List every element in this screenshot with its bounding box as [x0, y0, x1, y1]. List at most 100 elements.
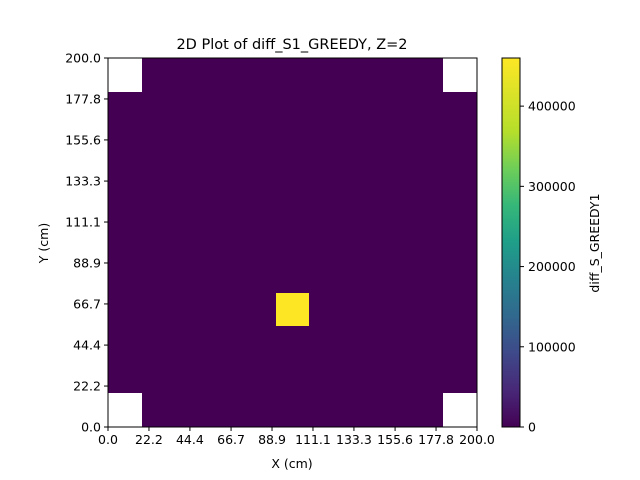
heatmap-cell — [209, 125, 242, 159]
x-tick-label: 88.9 — [258, 432, 286, 447]
heatmap-cell — [142, 226, 175, 259]
heatmap-cell — [175, 393, 209, 427]
heatmap-cell — [376, 259, 410, 293]
heatmap-cell — [142, 192, 175, 226]
heatmap-cell — [175, 125, 209, 159]
heatmap-cell — [209, 226, 242, 259]
x-axis-ticks: 0.0 22.2 44.4 66.7 88.9 111.1 133.3 155.6 177.8 2… — [98, 427, 495, 447]
heatmap-cell — [175, 259, 209, 293]
heatmap-cell — [175, 226, 209, 259]
y-tick-label: 200.0 — [65, 51, 101, 66]
heatmap-cell — [209, 159, 242, 192]
heatmap-cell — [309, 92, 343, 125]
y-tick-label: 88.9 — [73, 255, 101, 270]
heatmap-cell — [242, 360, 276, 393]
y-tick-label: 155.6 — [65, 132, 101, 147]
heatmap-cell — [410, 159, 443, 192]
x-tick-label: 44.4 — [176, 432, 204, 447]
heatmap-cell — [309, 326, 343, 360]
y-axis-ticks: 0.0 22.2 44.4 66.7 88.9 111.1 133.3 155.6 177.8 2… — [65, 51, 108, 435]
heatmap-cell — [309, 293, 343, 326]
heatmap-cell — [410, 192, 443, 226]
y-tick-label: 66.7 — [73, 296, 101, 311]
heatmap-cell — [343, 259, 376, 293]
heatmap-cells — [108, 58, 477, 427]
heatmap-cell — [276, 360, 309, 393]
heatmap-cell — [343, 92, 376, 125]
heatmap-cell — [242, 159, 276, 192]
heatmap-cell — [309, 159, 343, 192]
heatmap-cell — [376, 92, 410, 125]
heatmap-cell — [242, 226, 276, 259]
heatmap-cell — [410, 226, 443, 259]
heatmap-cell — [376, 192, 410, 226]
heatmap-cell — [343, 125, 376, 159]
heatmap-cell — [209, 92, 242, 125]
heatmap-cell — [142, 159, 175, 192]
heatmap-cell — [175, 326, 209, 360]
heatmap-cell — [276, 226, 309, 259]
heatmap-cell — [443, 125, 477, 159]
colorbar-ticks: 0 100000 200000 300000 400000 — [520, 99, 576, 435]
heatmap-cell — [276, 393, 309, 427]
heatmap-cell — [142, 58, 175, 92]
heatmap-cell — [309, 393, 343, 427]
heatmap-cell — [108, 92, 142, 125]
heatmap-cell — [108, 360, 142, 393]
heatmap-cell — [209, 326, 242, 360]
heatmap-cell — [175, 293, 209, 326]
heatmap-cell — [376, 58, 410, 92]
heatmap-cell — [343, 393, 376, 427]
heatmap-cell — [209, 360, 242, 393]
heatmap-cell — [108, 159, 142, 192]
heatmap-cell — [376, 393, 410, 427]
heatmap-cell — [175, 92, 209, 125]
heatmap-cell — [276, 125, 309, 159]
heatmap-cell — [410, 326, 443, 360]
y-tick-label: 133.3 — [65, 174, 101, 189]
heatmap-cell — [343, 58, 376, 92]
x-axis-label: X (cm) — [271, 456, 312, 471]
heatmap-cell — [443, 226, 477, 259]
heatmap-cell — [443, 159, 477, 192]
heatmap-cell — [309, 360, 343, 393]
heatmap-cell — [142, 125, 175, 159]
heatmap-cell — [209, 259, 242, 293]
heatmap-cell — [343, 159, 376, 192]
heatmap-cell — [209, 192, 242, 226]
x-tick-label: 200.0 — [459, 432, 495, 447]
colorbar-tick-label: 200000 — [528, 259, 576, 274]
heatmap-cell — [343, 360, 376, 393]
heatmap-cell — [276, 259, 309, 293]
colorbar — [501, 57, 521, 428]
heatmap-cell — [309, 226, 343, 259]
x-tick-label: 111.1 — [295, 432, 331, 447]
heatmap-cell — [175, 159, 209, 192]
heatmap-cell — [443, 92, 477, 125]
heatmap-cell — [108, 326, 142, 360]
chart-title: 2D Plot of diff_S1_GREEDY, Z=2 — [176, 37, 407, 53]
heatmap-cell — [410, 259, 443, 293]
x-tick-label: 0.0 — [98, 432, 118, 447]
y-tick-label: 111.1 — [65, 215, 101, 230]
heatmap-cell — [242, 125, 276, 159]
heatmap-cell — [175, 58, 209, 92]
x-tick-label: 155.6 — [377, 432, 413, 447]
heatmap-cell — [209, 393, 242, 427]
heatmap-cell — [242, 259, 276, 293]
y-tick-label: 0.0 — [81, 420, 101, 435]
heatmap-cell — [309, 58, 343, 92]
colorbar-label: diff_S_GREEDY1 — [587, 193, 602, 292]
heatmap-cell — [209, 293, 242, 326]
heatmap-cell — [175, 192, 209, 226]
heatmap-cell — [309, 259, 343, 293]
heatmap-cell — [142, 360, 175, 393]
heatmap-cell — [443, 326, 477, 360]
heatmap-cell — [108, 192, 142, 226]
heatmap-cell — [142, 259, 175, 293]
heatmap-cell — [443, 259, 477, 293]
heatmap-cell — [276, 326, 309, 360]
heatmap-cell — [410, 125, 443, 159]
colorbar-tick-label: 0 — [528, 420, 536, 435]
